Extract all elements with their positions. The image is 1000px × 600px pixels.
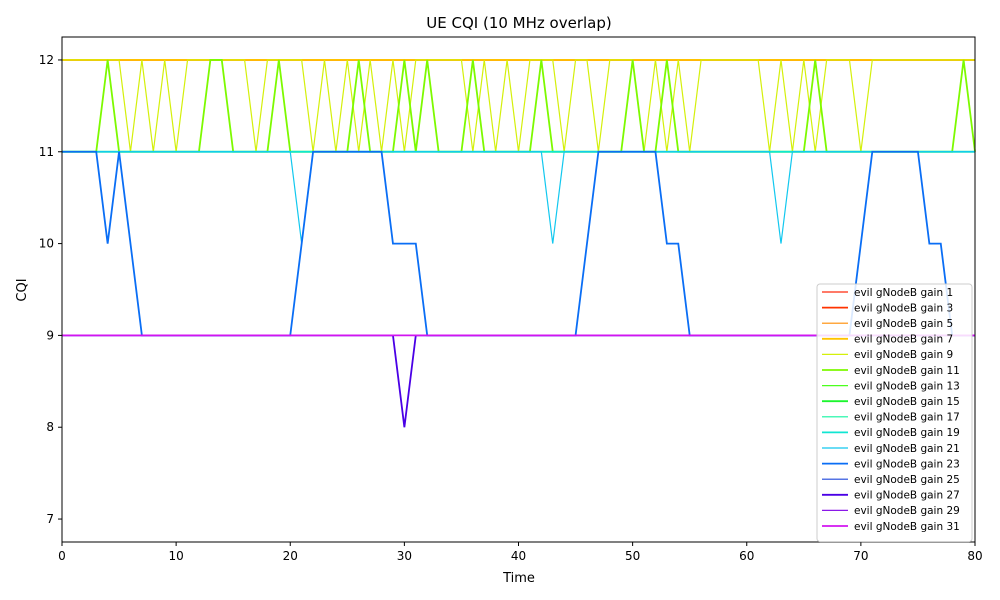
legend-entry: evil gNodeB gain 11 [854,365,960,377]
x-tick-label: 60 [739,549,754,563]
y-tick-label: 9 [46,328,54,342]
legend-entry: evil gNodeB gain 17 [854,412,960,424]
x-axis: 0 10 20 30 40 50 60 70 80 [58,542,983,563]
legend-entry: evil gNodeB gain 31 [854,521,960,533]
series-line-5 [62,59,976,153]
legend-box [816,283,973,543]
y-axis-label: CQI [15,278,30,301]
x-tick-label: 0 [58,549,66,563]
legend-entry: evil gNodeB gain 3 [854,302,953,314]
y-tick-label: 8 [46,420,54,434]
legend-entry: evil gNodeB gain 1 [854,287,953,299]
series-line-11 [62,150,975,337]
legend: evil gNodeB gain 1 evil gNodeB gain 3 evil… [816,283,973,543]
x-tick-label: 20 [283,549,298,563]
y-tick-label: 7 [46,512,54,526]
x-tick-label: 50 [625,549,640,563]
x-tick-label: 70 [853,549,868,563]
series-line-4 [62,59,975,152]
legend-entry: evil gNodeB gain 19 [854,427,960,439]
chart-title: UE CQI (10 MHz overlap) [426,14,611,32]
legend-entry: evil gNodeB gain 21 [854,443,960,455]
y-tick-label: 10 [39,237,54,251]
legend-entry: evil gNodeB gain 23 [854,458,960,470]
series-line-10 [62,151,975,244]
x-tick-label: 40 [511,549,526,563]
x-tick-label: 80 [967,549,982,563]
legend-entry: evil gNodeB gain 25 [854,474,960,486]
x-axis-label: Time [502,571,535,586]
legend-entry: evil gNodeB gain 13 [854,380,960,392]
legend-entry: evil gNodeB gain 5 [854,318,953,330]
y-axis: 7 8 9 10 11 12 [39,53,62,526]
x-tick-label: 30 [397,549,412,563]
y-tick-label: 11 [39,145,54,159]
legend-entry: evil gNodeB gain 7 [854,334,953,346]
legend-entry: evil gNodeB gain 9 [854,349,953,361]
legend-entry: evil gNodeB gain 15 [854,396,960,408]
legend-entry: evil gNodeB gain 27 [854,490,960,502]
x-tick-label: 10 [168,549,183,563]
legend-entry: evil gNodeB gain 29 [854,505,960,517]
y-tick-label: 12 [39,53,54,67]
